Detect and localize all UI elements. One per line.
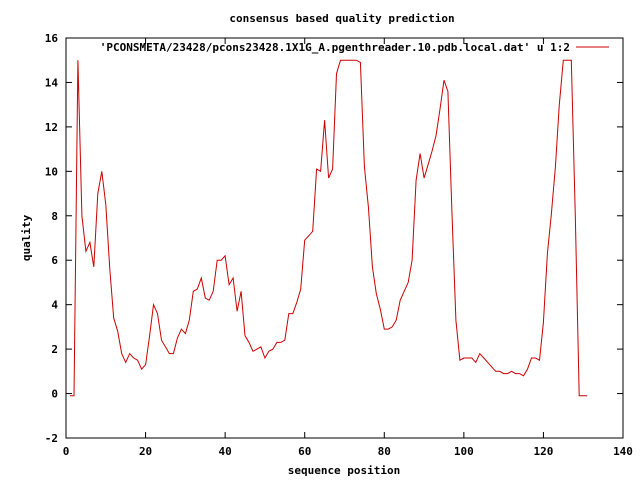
x-tick-label: 20 [139,445,152,458]
plot-frame [65,37,624,439]
series-line [70,59,588,397]
y-tick-label: 10 [45,165,58,178]
y-tick-label: -2 [45,432,58,445]
x-tick-label: 100 [454,445,474,458]
y-tick-label: 12 [45,121,58,134]
y-tick-label: 4 [51,299,58,312]
x-tick-label: 0 [63,445,70,458]
y-axis-label: quality [20,214,33,261]
x-tick-label: 60 [298,445,311,458]
y-tick-label: 2 [51,343,58,356]
y-tick-label: 14 [45,76,59,89]
x-tick-label: 140 [613,445,633,458]
y-tick-label: 0 [51,388,58,401]
y-tick-label: 8 [51,210,58,223]
x-tick-label: 40 [219,445,232,458]
x-tick-label: 80 [378,445,391,458]
chart-title: consensus based quality prediction [229,12,454,25]
x-axis-label: sequence position [288,464,401,477]
y-axis-ticks: -2 0 2 4 6 8 10 12 14 16 [45,32,623,445]
y-tick-label: 6 [51,254,58,267]
x-tick-label: 120 [533,445,553,458]
x-axis-ticks: 0 20 40 60 80 100 120 140 [63,38,633,458]
y-tick-label: 16 [45,32,59,45]
legend-label: 'PCONSMETA/23428/pcons23428.1X1G_A.pgent… [100,41,570,54]
legend: 'PCONSMETA/23428/pcons23428.1X1G_A.pgent… [100,41,609,54]
